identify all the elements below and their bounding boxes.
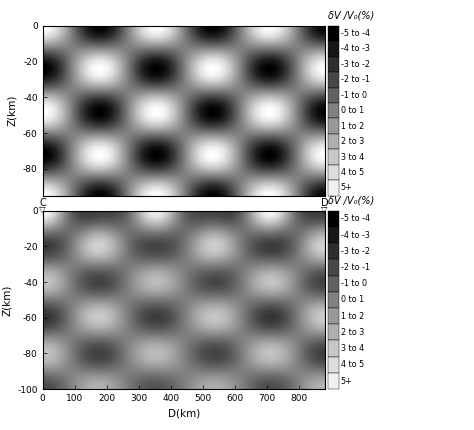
Text: -1 to 0: -1 to 0: [341, 279, 367, 288]
Text: -4 to -3: -4 to -3: [341, 230, 370, 240]
Text: 0 to 1: 0 to 1: [341, 106, 364, 115]
Text: -2 to -1: -2 to -1: [341, 263, 370, 272]
Text: -2 to -1: -2 to -1: [341, 75, 370, 84]
Text: 3 to 4: 3 to 4: [341, 153, 364, 162]
Text: 1 to 2: 1 to 2: [341, 312, 364, 321]
Text: 2 to 3: 2 to 3: [341, 328, 364, 337]
Y-axis label: Z(km): Z(km): [2, 284, 12, 316]
Text: 4 to 5: 4 to 5: [341, 360, 364, 369]
Text: ▽: ▽: [321, 205, 328, 214]
Text: -3 to -2: -3 to -2: [341, 60, 370, 69]
Text: 1 to 2: 1 to 2: [341, 122, 364, 131]
Text: C: C: [39, 198, 46, 208]
Text: δV /V₀(%): δV /V₀(%): [328, 11, 374, 21]
Y-axis label: Z(km): Z(km): [8, 95, 18, 126]
X-axis label: D(km): D(km): [167, 408, 200, 418]
Text: -5 to -4: -5 to -4: [341, 29, 370, 38]
Text: 0 to 1: 0 to 1: [341, 295, 364, 304]
Text: -4 to -3: -4 to -3: [341, 44, 370, 53]
Text: 3 to 4: 3 to 4: [341, 344, 364, 353]
Text: -1 to 0: -1 to 0: [341, 91, 367, 100]
Text: ▽: ▽: [39, 205, 46, 214]
Text: 2 to 3: 2 to 3: [341, 137, 364, 146]
Text: δV /V₀(%): δV /V₀(%): [328, 196, 374, 206]
Text: -5 to -4: -5 to -4: [341, 214, 370, 223]
Text: D: D: [321, 198, 328, 208]
Text: -3 to -2: -3 to -2: [341, 247, 370, 256]
Text: 4 to 5: 4 to 5: [341, 168, 364, 177]
Text: 5+: 5+: [341, 184, 353, 193]
Text: 5+: 5+: [341, 377, 353, 386]
